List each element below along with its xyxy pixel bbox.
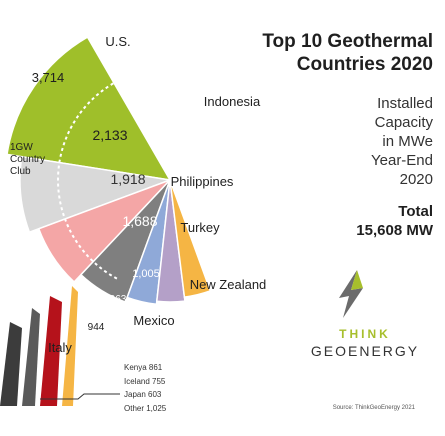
pie-slice-mexico	[155, 179, 186, 303]
club-badge-text: Club	[10, 166, 31, 177]
pie-slice-turkey	[79, 179, 171, 304]
slice-value-label: 2,133	[92, 127, 127, 143]
club-badge-text: 1GW	[10, 142, 33, 153]
subtitle-line: Year-End	[371, 152, 433, 169]
pie-slice-indonesia	[19, 155, 173, 234]
club-badge-text: Country	[10, 154, 45, 165]
bar-italy-edge	[62, 286, 78, 406]
brand-think: THINK	[339, 327, 391, 341]
slice-value-label: 1,918	[110, 171, 145, 187]
slice-value-label: 3,714	[32, 70, 65, 85]
total-block: Total 15,608 MW	[283, 202, 433, 240]
subtitle-line: Capacity	[374, 114, 433, 131]
slice-country-label: Mexico	[133, 313, 174, 328]
minor-country-label: Other 1,025	[124, 404, 167, 413]
source-note: Source: ThinkGeoEnergy 2021	[332, 405, 415, 411]
brand-geoenergy: GEOENERGY	[310, 343, 420, 359]
subtitle-line: Installed	[377, 95, 433, 112]
slice-country-label: Philippines	[171, 174, 234, 189]
bar-kenya	[40, 296, 62, 406]
minor-country-label: Iceland 755	[124, 377, 166, 386]
total-label: Total	[398, 203, 433, 220]
chart-title-line-1: Top 10 Geothermal	[262, 31, 433, 52]
slice-country-label: Italy	[48, 340, 72, 355]
slice-country-label: Indonesia	[204, 94, 261, 109]
slice-country-label: U.S.	[105, 34, 130, 49]
pie-slice-italy	[169, 179, 212, 298]
chart-subtitle: Installed Capacity in MWe Year-End 2020	[313, 94, 433, 189]
slice-value-label: 963	[110, 294, 127, 305]
minor-country-label: Japan 603	[124, 390, 162, 399]
bar-other	[0, 322, 22, 406]
pie-slice-philippines	[37, 179, 171, 284]
total-value: 15,608 MW	[356, 222, 433, 239]
chart-title: Top 10 Geothermal Countries 2020	[193, 30, 433, 76]
brand-wordmark: THINK GEOENERGY	[290, 326, 440, 360]
slice-value-label: 1,688	[122, 213, 157, 229]
slice-value-label: 944	[88, 322, 105, 333]
thinkgeoenergy-logo-icon	[339, 270, 363, 318]
slice-country-label: New Zealand	[190, 277, 267, 292]
bar-iceland	[22, 308, 40, 406]
minor-leader-line	[40, 393, 120, 400]
subtitle-line: 2020	[399, 171, 433, 188]
minor-country-label: Kenya 861	[124, 363, 163, 372]
chart-title-line-2: Countries 2020	[296, 54, 433, 75]
subtitle-line: in MWe	[382, 133, 433, 150]
slice-value-label: 1,005	[132, 268, 160, 280]
slice-country-label: Turkey	[180, 220, 220, 235]
pie-slice-u-s-	[6, 36, 172, 181]
